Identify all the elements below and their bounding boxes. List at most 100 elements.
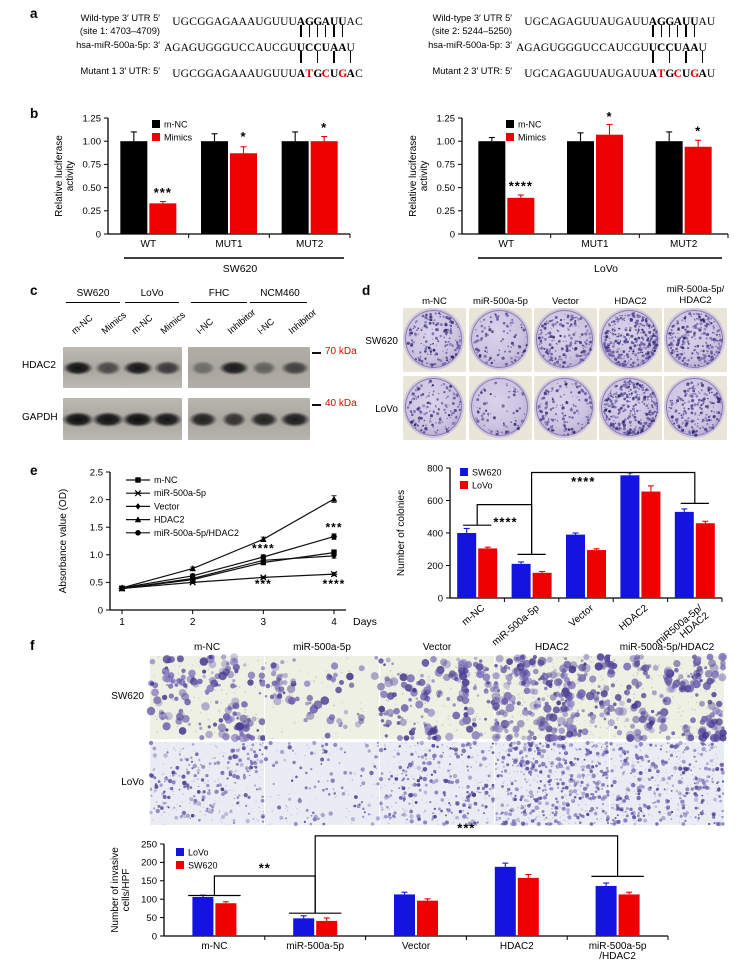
blot-band [95, 360, 121, 375]
nucleotide: U [263, 42, 272, 54]
pair-bar [300, 25, 302, 37]
invasion-cells [609, 741, 726, 827]
nucleotide: U [549, 42, 558, 54]
nucleotide: A [607, 42, 616, 54]
pairing-bars [164, 51, 369, 63]
invasion-image [607, 652, 727, 743]
nucleotide: U [288, 42, 297, 54]
bar-Mimics [149, 203, 177, 234]
sequence-line: UGCAGAGUUAUGAUUAGGAUUAU [516, 12, 715, 28]
y-tick-label: 200 [427, 561, 443, 572]
nucleotide: U [582, 68, 591, 80]
significance-stars: *** [154, 185, 172, 200]
marker-triangle [189, 565, 196, 572]
nucleotide: U [582, 42, 591, 54]
nucleotide: G [574, 68, 583, 80]
invasion-image [491, 653, 613, 743]
x-category-label: MUT2 [670, 239, 698, 250]
y-axis-label: activity [65, 161, 76, 192]
mirna-label: hsa-miR-500a-5p: 3′ [428, 40, 512, 50]
series-line-Vector [121, 555, 335, 590]
bar-m-NC [281, 141, 309, 234]
nucleotide: U [172, 16, 181, 28]
y-tick-label: 1.00 [83, 137, 102, 148]
nucleotide: G [574, 42, 583, 54]
nucleotide: U [296, 42, 306, 54]
pair-bar [677, 25, 679, 37]
nucleotide: U [329, 16, 339, 28]
y-tick-label: 800 [427, 463, 443, 474]
invasion-row-label-sw620: SW620 [111, 691, 144, 702]
nucleotide: A [565, 68, 575, 80]
nucleotide: G [197, 68, 206, 80]
nucleotide: U [271, 68, 281, 80]
bar-SW620 [517, 877, 539, 936]
invasion-row-label-lovo: LoVo [121, 777, 144, 788]
series-line-miR-500a-5p/HDAC2 [121, 536, 335, 589]
nucleotide: U [288, 16, 297, 28]
mirna-label: hsa-miR-500a-5p: 3′ [76, 40, 160, 50]
pair-bar [685, 51, 687, 63]
nucleotide: U [346, 42, 355, 54]
bar-m-NC [478, 141, 506, 234]
x-tick-label: 3 [261, 617, 267, 628]
significance-stars: * [321, 120, 327, 135]
nucleotide: C [305, 42, 314, 54]
invasion-image [377, 656, 497, 742]
nucleotide: U [681, 68, 691, 80]
legend-label: m-NC [164, 120, 188, 130]
nucleotide: G [574, 16, 583, 28]
mutant-label: Mutant 2 3′ UTR: 5′ [432, 66, 512, 76]
sequence-line: AGAGUGGGUCCAUCGUUCCUAAU [164, 38, 355, 54]
blot-band [280, 411, 310, 427]
nucleotide: A [565, 16, 575, 28]
proliferation-line-chart: 0 0.5 1.0 1.5 2.0 2.5 1 2 3 4 Days Absorbance value… [58, 467, 377, 628]
nucleotide: A [180, 42, 189, 54]
legend-label: SW620 [472, 468, 502, 478]
y-axis-label: Number of invasive [110, 847, 121, 933]
bar-LoVo [695, 523, 715, 598]
bar-SW620 [511, 563, 531, 598]
colony-dish [534, 308, 597, 372]
colony-dish [534, 376, 597, 440]
nucleotide: C [355, 68, 363, 80]
blot-band [219, 360, 249, 375]
y-tick-label: 0 [98, 605, 103, 616]
y-axis-label: Relative luciferase [54, 135, 65, 217]
nucleotide: U [280, 16, 289, 28]
legend-label: miR-500a-5p/HDAC2 [154, 528, 239, 538]
blot-band [92, 411, 124, 427]
pair-bar [316, 25, 319, 37]
pair-bar [333, 51, 335, 63]
nucleotide: U [255, 16, 264, 28]
significance-stars: * [695, 124, 701, 139]
marker-dash-70kda [312, 352, 321, 354]
bar-LoVo [478, 548, 498, 598]
blot-row-label-gapdh: GAPDH [22, 412, 58, 423]
x-category-label: WT [141, 239, 157, 250]
nucleotide: G [180, 16, 189, 28]
blot-strip [188, 398, 310, 440]
invasion-image [148, 740, 266, 825]
invasion-cells [378, 740, 495, 826]
marker-circle [260, 554, 267, 560]
x-category-label: HDAC2 [500, 941, 534, 952]
nucleotide: A [296, 68, 306, 80]
dish-col-label: Vector [552, 296, 579, 307]
colony-dots [473, 312, 528, 366]
pair-bar [668, 51, 671, 63]
nucleotide: U [338, 16, 347, 28]
pair-bar [325, 25, 327, 37]
nucleotide: A [164, 42, 173, 54]
invasion-cells [377, 656, 497, 742]
colony-dish [469, 376, 532, 440]
significance-stars: ** [259, 861, 271, 876]
bar-SW620 [457, 533, 477, 598]
legend-label: Mimics [164, 133, 192, 143]
luciferase-chart-sw620: 0 0.25 0.50 0.75 1.00 1.25 Relative luciferase… [54, 113, 351, 275]
nucleotide: U [582, 16, 591, 28]
lane-label: Mimics [158, 309, 188, 336]
y-tick-label: 0 [438, 593, 443, 604]
nucleotide: C [541, 16, 549, 28]
